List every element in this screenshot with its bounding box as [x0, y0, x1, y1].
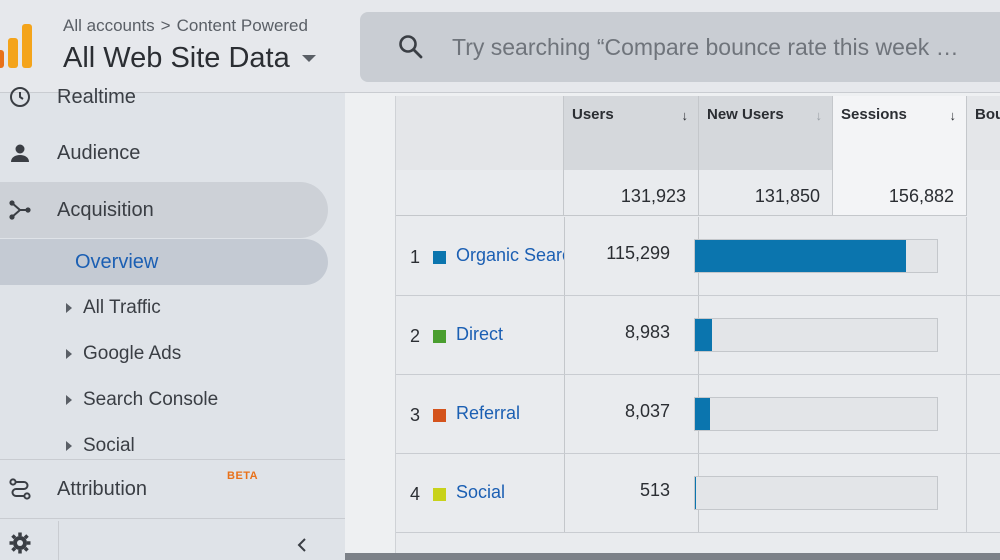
users-value: 513 [564, 454, 699, 532]
sessions-bar-track [694, 397, 938, 431]
sidebar-subitem-label: Search Console [83, 389, 219, 410]
sidebar-footer-divider [0, 518, 345, 519]
sort-arrow-icon: ↓ [815, 108, 823, 123]
sort-arrow-icon: ↓ [949, 108, 957, 123]
top-header: All accounts > Content Powered All Web Sit… [0, 0, 1000, 93]
sidebar-item-label: Realtime [57, 85, 136, 108]
gear-icon[interactable] [8, 531, 32, 555]
column-header-users[interactable]: Users ↓ [564, 96, 699, 170]
table-row: 2 Direct 8,983 [396, 296, 1000, 375]
sidebar-subitem-label: Google Ads [83, 343, 182, 364]
expand-triangle-icon [66, 303, 72, 313]
row-rank: 1 [410, 247, 421, 267]
breadcrumb-separator: > [160, 16, 171, 35]
column-divider [966, 375, 967, 453]
sidebar-subitem-label: All Traffic [83, 297, 161, 318]
horizontal-scrollbar[interactable] [345, 553, 1000, 560]
sidebar-subitem-all-traffic[interactable]: All Traffic [0, 285, 328, 331]
channel-link[interactable]: Referral [456, 403, 521, 423]
acquisition-table: Users ↓ New Users ↓ Sessions ↓ Bou 131,9… [395, 96, 1000, 560]
sidebar-item-attribution[interactable]: Attribution BETA [0, 461, 328, 517]
sessions-bar-track [694, 318, 938, 352]
analytics-logo-icon[interactable] [0, 20, 34, 70]
view-selector[interactable]: All Web Site Data [63, 42, 316, 75]
beta-badge: BETA [227, 469, 259, 482]
breadcrumb: All accounts > Content Powered [63, 16, 308, 36]
sessions-bar-fill [695, 398, 710, 430]
search-icon [398, 34, 424, 60]
acquisition-icon [8, 198, 32, 222]
sidebar-item-label: Audience [57, 141, 141, 164]
column-header-label: Sessions [841, 106, 907, 123]
sidebar-item-audience[interactable]: Audience [0, 125, 328, 181]
color-swatch [433, 330, 446, 343]
expand-triangle-icon [66, 395, 72, 405]
column-header-sessions[interactable]: Sessions ↓ [833, 96, 967, 170]
expand-triangle-icon [66, 349, 72, 359]
search-input[interactable] [452, 33, 992, 61]
sessions-bar-fill [695, 319, 712, 351]
column-header-bounce[interactable]: Bou [967, 96, 1000, 170]
total-sessions: 156,882 [833, 170, 967, 216]
chevron-left-icon[interactable] [295, 538, 309, 552]
users-value: 8,037 [564, 375, 699, 453]
expand-triangle-icon [66, 441, 72, 451]
row-rank: 4 [410, 484, 421, 504]
column-header-label: Bou [975, 106, 1000, 123]
sidebar-subitem-overview[interactable]: Overview [0, 239, 328, 285]
column-divider [966, 217, 967, 295]
table-row: 3 Referral 8,037 [396, 375, 1000, 454]
table-row: 1 Organic Search115,299 [396, 217, 1000, 296]
sessions-bar-track [694, 476, 938, 510]
sessions-bar-track [694, 239, 938, 273]
column-header-label: New Users [707, 106, 784, 123]
search-bar[interactable] [360, 12, 1000, 82]
sidebar-divider [0, 459, 345, 460]
attribution-icon [8, 477, 32, 501]
footer-vertical-divider [58, 521, 59, 560]
sidebar-item-realtime[interactable]: Realtime [0, 69, 328, 125]
users-value: 115,299 [564, 217, 699, 295]
row-rank: 3 [410, 405, 421, 425]
column-header-label: Users [572, 106, 614, 123]
sidebar-subitem-search-console[interactable]: Search Console [0, 377, 328, 423]
caret-down-icon [301, 55, 316, 62]
column-header-new-users[interactable]: New Users ↓ [699, 96, 833, 170]
channel-link[interactable]: Organic Search [456, 245, 564, 265]
color-swatch [433, 488, 446, 501]
breadcrumb-accounts[interactable]: All accounts [63, 16, 155, 35]
attribution-label: Attribution [57, 477, 148, 500]
sidebar-subitem-label: Social [83, 435, 135, 456]
row-rank: 2 [410, 326, 421, 346]
sidebar-item-label: Acquisition [57, 198, 154, 221]
clock-icon [8, 85, 32, 109]
column-header-source [396, 96, 564, 170]
sidebar-subitem-social[interactable]: Social [0, 423, 328, 469]
sidebar-subitem-google-ads[interactable]: Google Ads [0, 331, 328, 377]
view-title: All Web Site Data [63, 42, 290, 74]
total-new-users: 131,850 [699, 170, 833, 216]
column-divider [966, 454, 967, 532]
channel-link[interactable]: Direct [456, 324, 504, 344]
person-icon [8, 141, 32, 165]
column-divider [966, 296, 967, 374]
sort-arrow-icon: ↓ [681, 108, 689, 123]
sidebar-item-acquisition[interactable]: Acquisition [0, 182, 328, 238]
color-swatch [433, 409, 446, 422]
table-row: 4 Social 513 [396, 454, 1000, 533]
users-value: 8,983 [564, 296, 699, 374]
color-swatch [433, 251, 446, 264]
total-users: 131,923 [564, 170, 699, 216]
totals-label-cell [396, 170, 564, 216]
sidebar-subitem-label: Overview [75, 250, 159, 273]
sidebar-item-label: Attribution BETA [57, 470, 258, 501]
sessions-bar-fill [695, 477, 697, 509]
sessions-bar-fill [695, 240, 906, 272]
sidebar: Realtime Audience Acquisition Overview A… [0, 86, 345, 560]
channel-link[interactable]: Social [456, 482, 506, 502]
report-area: Users ↓ New Users ↓ Sessions ↓ Bou 131,9… [345, 93, 1000, 560]
breadcrumb-property[interactable]: Content Powered [176, 16, 308, 35]
